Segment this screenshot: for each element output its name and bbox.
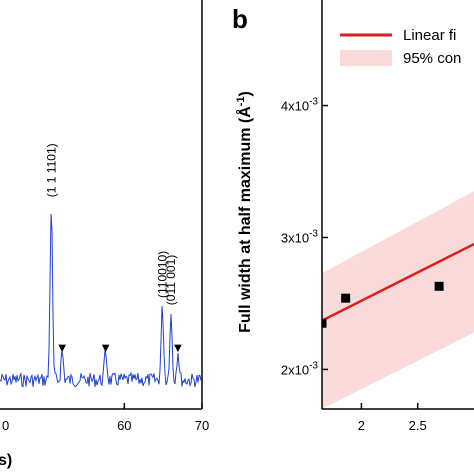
x-tick-label: 2 bbox=[358, 418, 365, 433]
panel-a-bottom-left-label: 0 bbox=[2, 418, 9, 433]
confidence-band bbox=[322, 191, 474, 409]
x-tick-label: 70 bbox=[195, 418, 209, 433]
triangle-marker: ▼ bbox=[99, 340, 112, 355]
linear-fit-line bbox=[322, 242, 474, 322]
triangle-marker: ▼ bbox=[56, 340, 69, 355]
panel-b-y-ticks: 2x10-3 3x10-3 4x10-3 bbox=[281, 97, 328, 377]
peak-label: (1 1 1101) bbox=[44, 143, 58, 197]
panel-b-y-axis-label: Full width at half maximum (Å-1) bbox=[235, 91, 254, 333]
panel-b-legend: Linear fi 95% con bbox=[340, 27, 461, 67]
panel-a-x-axis-label: s) bbox=[0, 452, 12, 469]
data-point bbox=[434, 281, 444, 291]
triangle-marker: ▼ bbox=[171, 340, 184, 355]
data-point bbox=[322, 318, 327, 328]
triangle-markers: ▼ ▼ ▼ bbox=[56, 340, 185, 355]
y-tick-label: 2x10-3 bbox=[281, 360, 319, 377]
y-tick-label: 4x10-3 bbox=[281, 97, 319, 114]
peak-label: (011 001) bbox=[164, 255, 178, 305]
panel-b-plot-area bbox=[321, 0, 474, 410]
panel-a-x-ticks: 60 70 bbox=[117, 403, 209, 433]
legend-band-label: 95% con bbox=[403, 50, 461, 67]
y-tick-label: 3x10-3 bbox=[281, 228, 319, 245]
panel-b-x-ticks: 2 2.5 bbox=[358, 403, 427, 433]
panel-a: (1 1 1101) (110010)(011 001) ▼ ▼ ▼ 60 70 0 s… bbox=[0, 0, 209, 469]
panel-b-label: b bbox=[232, 4, 248, 34]
data-point bbox=[341, 293, 351, 303]
legend-fit-label: Linear fi bbox=[403, 27, 456, 44]
x-tick-label: 60 bbox=[117, 418, 131, 433]
xrd-trace bbox=[0, 213, 202, 388]
peak-annotations: (1 1 1101) (110010)(011 001) bbox=[44, 143, 178, 305]
peak-label: (110010) bbox=[155, 251, 169, 298]
x-tick-label: 2.5 bbox=[409, 418, 427, 433]
legend-band-swatch bbox=[340, 50, 392, 66]
